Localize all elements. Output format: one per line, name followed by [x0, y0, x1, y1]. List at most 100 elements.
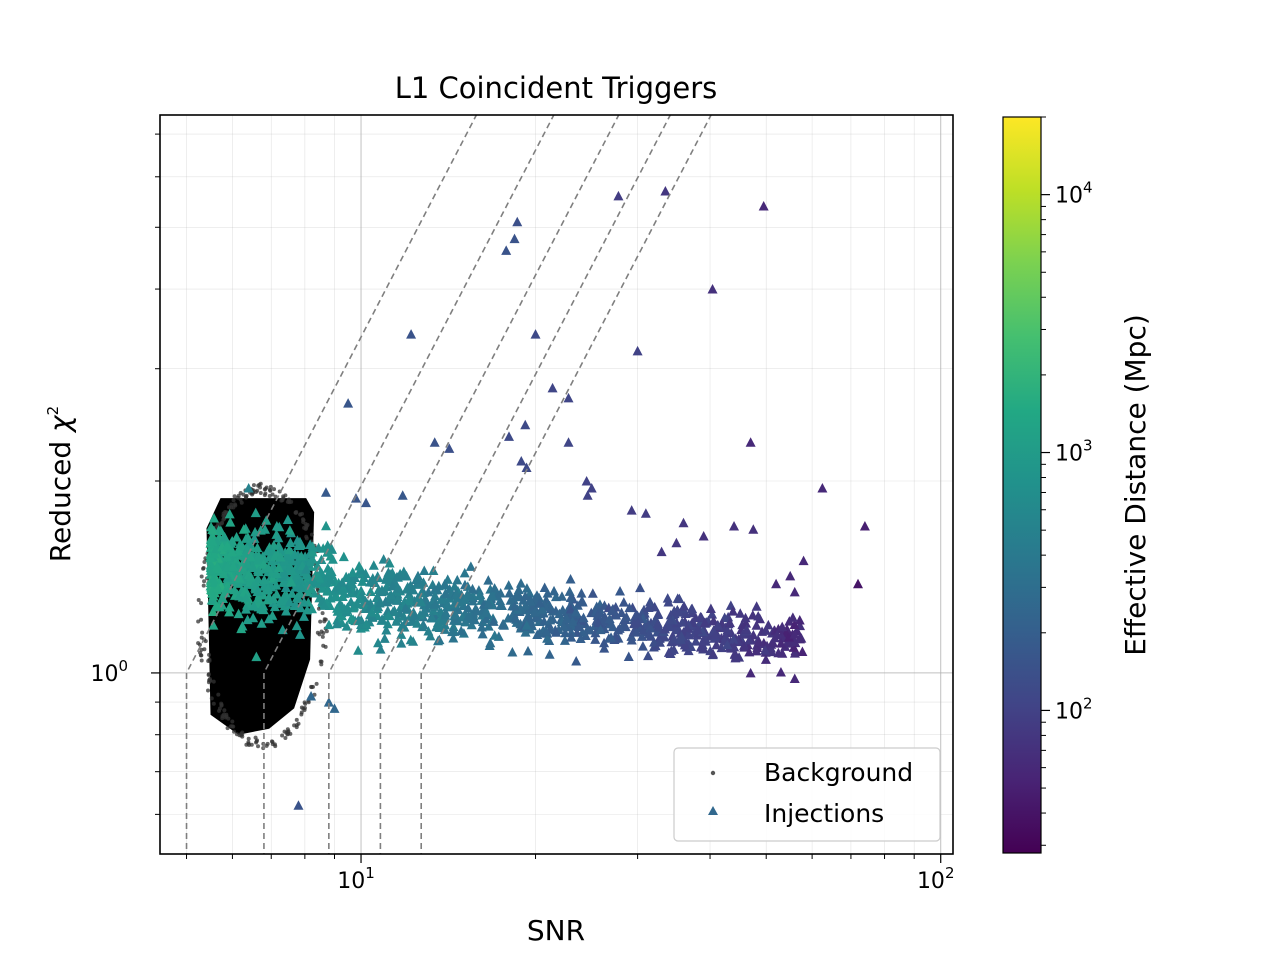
injection-point: [368, 560, 379, 570]
injection-point: [382, 618, 393, 629]
injection-point: [384, 558, 395, 568]
injection-point: [563, 437, 574, 447]
injection-point: [515, 578, 526, 588]
injection-point: [252, 554, 263, 565]
injection-point: [301, 569, 312, 580]
background-point: [314, 681, 319, 686]
background-point: [239, 500, 244, 505]
injection-point: [284, 544, 295, 555]
injection-point: [448, 633, 459, 643]
injection-point: [632, 345, 643, 356]
injection-point: [699, 617, 710, 627]
background-point: [309, 684, 314, 689]
injection-point: [306, 691, 317, 701]
injection-point: [660, 185, 671, 196]
injection-point: [243, 538, 254, 548]
injection-point: [581, 475, 592, 486]
injection-point: [341, 621, 352, 631]
injection-point: [665, 614, 676, 625]
injection-point: [489, 583, 500, 593]
injection-point: [405, 634, 416, 645]
background-point: [303, 521, 308, 526]
injection-point: [777, 621, 788, 632]
injection-point: [224, 508, 235, 519]
injection-point: [347, 578, 358, 589]
injection-point: [245, 551, 256, 562]
injection-point: [295, 575, 306, 585]
injection-point: [392, 583, 403, 593]
injection-point: [234, 573, 245, 583]
injection-point: [616, 607, 627, 617]
background-point: [258, 491, 263, 496]
injection-point: [383, 610, 394, 621]
injection-point: [507, 646, 518, 657]
injection-point: [205, 565, 216, 575]
injection-point: [419, 605, 430, 616]
injection-point: [301, 564, 312, 574]
grid: [160, 115, 953, 854]
injection-point: [794, 614, 805, 625]
injection-point: [291, 571, 302, 582]
injection-point: [463, 602, 474, 613]
injection-point: [525, 596, 536, 606]
injection-point: [258, 559, 269, 569]
injection-point: [556, 591, 567, 601]
injection-point: [637, 625, 648, 635]
background-point: [294, 717, 299, 722]
injection-point: [427, 612, 438, 623]
background-point: [240, 732, 245, 737]
injection-point: [751, 601, 762, 611]
background-point: [268, 484, 273, 489]
injection-point: [250, 507, 261, 518]
injection-point: [653, 608, 664, 619]
injection-point: [567, 616, 578, 626]
injection-point: [563, 392, 574, 403]
injection-point: [708, 648, 719, 659]
injection-point: [285, 537, 296, 548]
injection-point: [751, 645, 762, 656]
legend-label-background: Background: [764, 758, 913, 787]
injection-point: [565, 592, 576, 603]
injection-point: [783, 632, 794, 642]
injection-point: [489, 630, 500, 640]
injection-point: [635, 582, 646, 593]
injection-point: [260, 524, 271, 534]
injection-point: [613, 624, 624, 635]
injection-point: [327, 544, 338, 554]
injection-point: [487, 591, 498, 601]
injection-point: [293, 562, 304, 573]
injection-point: [751, 620, 762, 630]
injection-point: [294, 540, 305, 550]
injection-point: [381, 572, 392, 582]
injection-point: [221, 551, 232, 561]
injection-point: [429, 585, 440, 595]
injection-point: [528, 600, 539, 611]
injection-point: [447, 626, 458, 637]
injection-point: [853, 578, 864, 589]
injection-point: [452, 574, 463, 585]
injection-point: [565, 604, 576, 614]
background-point: [238, 497, 243, 502]
background-point: [285, 499, 290, 504]
injection-point: [327, 554, 338, 564]
injection-point: [710, 629, 721, 639]
injection-point: [554, 608, 565, 619]
injection-point: [281, 606, 292, 616]
background-point: [324, 629, 329, 634]
background-point: [229, 502, 234, 507]
background-point: [198, 650, 203, 655]
injection-point: [722, 639, 733, 650]
injection-point: [289, 549, 300, 559]
background-point: [301, 518, 306, 523]
injection-point: [431, 621, 442, 632]
injection-point: [380, 596, 391, 606]
background-point: [200, 630, 205, 635]
injection-point: [662, 593, 673, 603]
injection-point: [488, 616, 499, 626]
injection-point: [582, 490, 593, 500]
injection-point: [521, 583, 532, 593]
background-point: [279, 498, 284, 503]
background-point: [270, 492, 275, 497]
background-point: [303, 526, 308, 531]
